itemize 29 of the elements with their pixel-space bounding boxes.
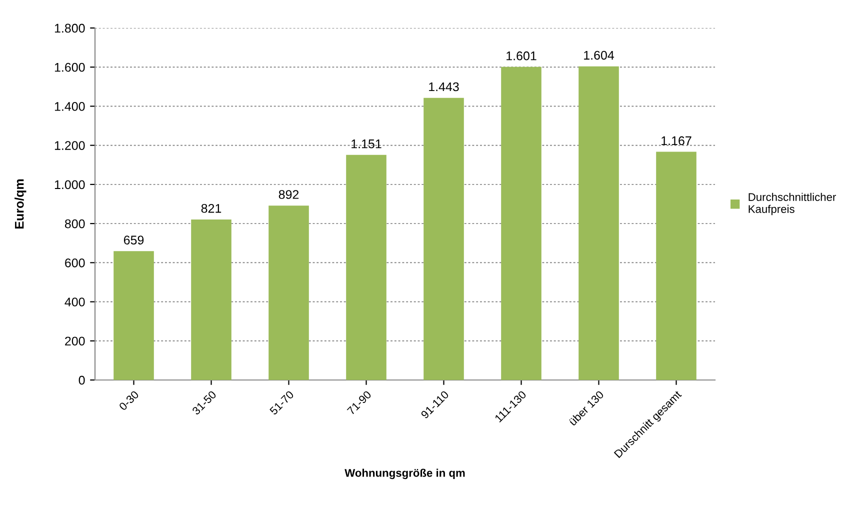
bar <box>346 154 386 380</box>
bar <box>268 206 309 380</box>
y-axis-title: Euro/qm <box>14 179 26 229</box>
y-tick-label: 1.600 <box>54 62 85 72</box>
legend-label: Durchschnittlicher Kaufpreis <box>748 192 836 216</box>
bar <box>424 98 464 380</box>
data-label: 1.167 <box>662 136 692 146</box>
y-tick-label: 200 <box>65 336 85 346</box>
bar <box>501 66 542 380</box>
y-tick-label: 1.000 <box>54 180 85 190</box>
y-tick-label: 400 <box>64 298 85 306</box>
y-tick-label: 800 <box>64 219 85 228</box>
y-tick-label: 600 <box>65 258 85 268</box>
data-label: 1.151 <box>352 140 382 148</box>
y-tick-label: 1.400 <box>54 102 85 111</box>
y-tick-label: 1.200 <box>54 141 85 150</box>
bar <box>114 251 154 380</box>
bar <box>191 219 232 380</box>
y-tick-label: 1.800 <box>54 24 85 33</box>
data-label: 892 <box>278 190 299 199</box>
data-label: 1.601 <box>506 51 536 60</box>
x-axis-title: Wohnungsgröße in qm <box>344 468 465 480</box>
bar <box>578 66 619 380</box>
data-label: 821 <box>201 204 222 213</box>
data-label: 659 <box>124 236 144 244</box>
data-label: 1.604 <box>584 50 614 60</box>
bar <box>656 152 696 380</box>
y-tick-label: 0 <box>78 376 85 385</box>
data-label: 1.443 <box>429 82 459 92</box>
